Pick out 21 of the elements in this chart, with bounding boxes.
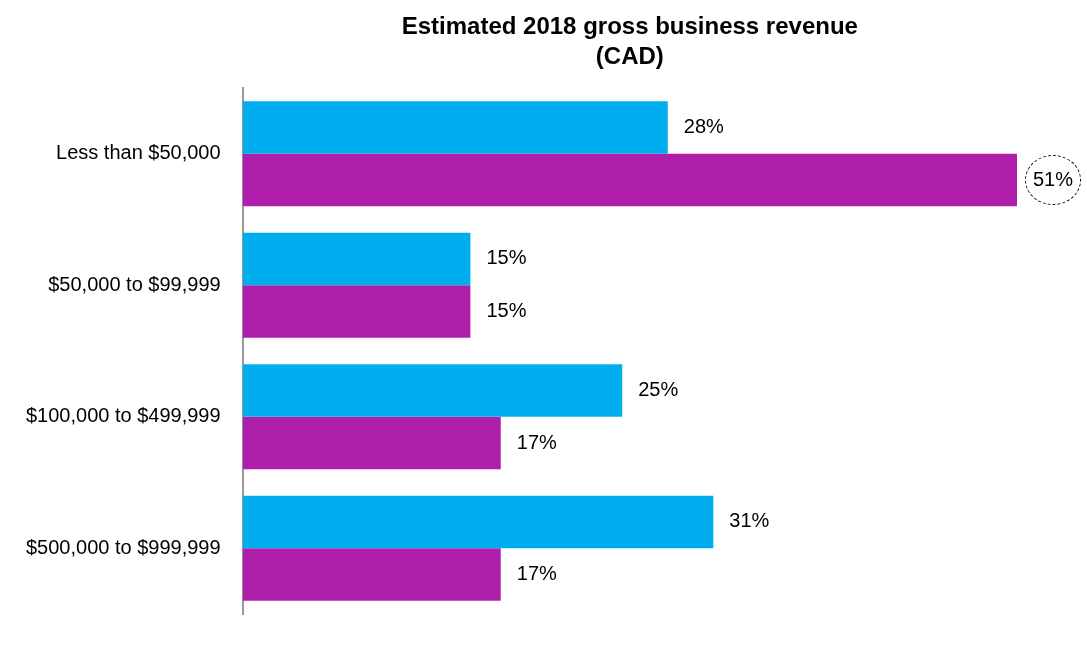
bar <box>242 153 1017 207</box>
bar <box>242 285 471 338</box>
bar <box>242 416 501 470</box>
data-label: 31% <box>729 509 770 532</box>
chart-title: Estimated 2018 gross business revenue (CAD) <box>401 12 858 69</box>
bar <box>242 364 623 417</box>
data-label: 28% <box>683 114 725 137</box>
bar <box>242 232 471 286</box>
y-tick-label: $500,000 to $999,999 <box>25 535 221 558</box>
data-label: 51% <box>1033 167 1074 190</box>
y-tick-label: Less than $50,000 <box>56 141 221 164</box>
data-label: 17% <box>516 562 557 585</box>
bar <box>242 495 714 549</box>
bar <box>242 548 501 601</box>
bar <box>242 101 668 154</box>
y-tick-label: $50,000 to $99,999 <box>48 272 221 295</box>
data-label: 25% <box>638 377 679 400</box>
data-label: 15% <box>486 299 527 322</box>
y-tick-label: $100,000 to $499,999 <box>25 404 221 427</box>
data-label: 17% <box>516 430 557 453</box>
data-label: 15% <box>486 246 527 269</box>
